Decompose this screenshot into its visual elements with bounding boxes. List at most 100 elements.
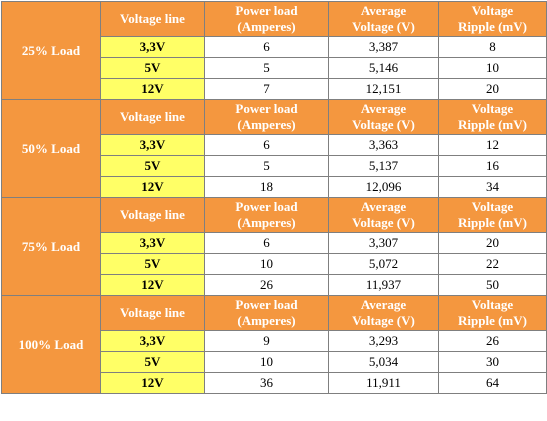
header-voltage-ripple: Voltage Ripple (mV) (438, 197, 547, 233)
voltage-line-cell: 12V (100, 176, 205, 198)
header-voltage-line: Voltage line (100, 295, 205, 331)
power-load-cell: 18 (204, 176, 329, 198)
voltage-ripple-cell: 20 (438, 232, 547, 254)
header-average-voltage-line2: Voltage (V) (352, 215, 415, 230)
table-row: 5V 10 5,072 22 (2, 253, 547, 275)
average-voltage-cell: 3,293 (328, 330, 439, 352)
voltage-line-cell: 5V (100, 57, 205, 79)
average-voltage-cell: 5,146 (328, 57, 439, 79)
voltage-line-cell: 5V (100, 155, 205, 177)
average-voltage-cell: 5,034 (328, 351, 439, 373)
power-load-cell: 6 (204, 134, 329, 156)
voltage-line-cell: 3,3V (100, 232, 205, 254)
header-voltage-ripple-line2: Ripple (mV) (458, 313, 527, 328)
header-power-load: Power load (Amperes) (204, 99, 329, 135)
average-voltage-cell: 11,937 (328, 274, 439, 296)
header-average-voltage: Average Voltage (V) (328, 1, 439, 37)
header-average-voltage-line2: Voltage (V) (352, 19, 415, 34)
table-row: 3,3V 6 3,307 20 (2, 232, 547, 254)
average-voltage-cell: 12,151 (328, 78, 439, 100)
group-header-row: 50% Load Voltage line Power load (Amperes) A… (1, 99, 547, 198)
header-power-load-line2: (Amperes) (237, 117, 296, 132)
table-row: 5V 5 5,146 10 (2, 57, 547, 79)
header-power-load-line2: (Amperes) (237, 215, 296, 230)
load-label: 25% Load (1, 1, 101, 100)
table-body: 25% Load Voltage line Power load (Amperes) A… (1, 1, 547, 394)
load-label: 50% Load (1, 99, 101, 198)
header-voltage-ripple-line1: Voltage (471, 3, 514, 18)
table-row: 5V 5 5,137 16 (2, 155, 547, 177)
average-voltage-cell: 5,072 (328, 253, 439, 275)
voltage-ripple-cell: 8 (438, 36, 547, 58)
power-load-cell: 36 (204, 372, 329, 394)
voltage-line-cell: 12V (100, 78, 205, 100)
header-power-load-line1: Power load (235, 3, 298, 18)
voltage-line-cell: 3,3V (100, 36, 205, 58)
header-power-load: Power load (Amperes) (204, 295, 329, 331)
load-label: 100% Load (1, 295, 101, 394)
average-voltage-cell: 5,137 (328, 155, 439, 177)
average-voltage-cell: 3,363 (328, 134, 439, 156)
header-average-voltage-line2: Voltage (V) (352, 117, 415, 132)
power-load-cell: 7 (204, 78, 329, 100)
header-voltage-line: Voltage line (100, 1, 205, 37)
voltage-ripple-cell: 26 (438, 330, 547, 352)
header-power-load-line2: (Amperes) (237, 19, 296, 34)
average-voltage-cell: 11,911 (328, 372, 439, 394)
average-voltage-cell: 12,096 (328, 176, 439, 198)
table-row: 12V 18 12,096 34 (2, 176, 547, 198)
header-average-voltage-line1: Average (360, 297, 407, 312)
voltage-ripple-cell: 64 (438, 372, 547, 394)
header-voltage-ripple: Voltage Ripple (mV) (438, 1, 547, 37)
header-average-voltage-line1: Average (360, 3, 407, 18)
voltage-ripple-cell: 30 (438, 351, 547, 373)
voltage-line-cell: 12V (100, 372, 205, 394)
voltage-ripple-cell: 10 (438, 57, 547, 79)
table-row: 5V 10 5,034 30 (2, 351, 547, 373)
header-voltage-ripple-line2: Ripple (mV) (458, 117, 527, 132)
group-header-row: 75% Load Voltage line Power load (Amperes) A… (1, 197, 547, 296)
header-power-load-line1: Power load (235, 199, 298, 214)
header-average-voltage-line1: Average (360, 101, 407, 116)
voltage-line-cell: 3,3V (100, 134, 205, 156)
average-voltage-cell: 3,307 (328, 232, 439, 254)
header-power-load-line1: Power load (235, 101, 298, 116)
header-voltage-ripple-line2: Ripple (mV) (458, 19, 527, 34)
power-load-cell: 6 (204, 36, 329, 58)
voltage-ripple-cell: 16 (438, 155, 547, 177)
voltage-ripple-cell: 20 (438, 78, 547, 100)
table-row: 12V 7 12,151 20 (2, 78, 547, 100)
header-voltage-line: Voltage line (100, 99, 205, 135)
header-power-load: Power load (Amperes) (204, 197, 329, 233)
header-average-voltage-line2: Voltage (V) (352, 313, 415, 328)
header-power-load-line2: (Amperes) (237, 313, 296, 328)
power-supply-load-table: 25% Load Voltage line Power load (Amperes) A… (1, 1, 547, 394)
header-power-load-line1: Power load (235, 297, 298, 312)
group-header-row: 100% Load Voltage line Power load (Amperes)… (1, 295, 547, 394)
power-load-cell: 10 (204, 351, 329, 373)
voltage-line-cell: 12V (100, 274, 205, 296)
header-average-voltage: Average Voltage (V) (328, 197, 439, 233)
power-load-cell: 26 (204, 274, 329, 296)
voltage-ripple-cell: 12 (438, 134, 547, 156)
header-voltage-line: Voltage line (100, 197, 205, 233)
power-load-cell: 5 (204, 57, 329, 79)
header-average-voltage: Average Voltage (V) (328, 295, 439, 331)
voltage-line-cell: 5V (100, 351, 205, 373)
header-voltage-ripple-line1: Voltage (471, 101, 514, 116)
header-voltage-ripple-line2: Ripple (mV) (458, 215, 527, 230)
header-voltage-ripple-line1: Voltage (471, 297, 514, 312)
average-voltage-cell: 3,387 (328, 36, 439, 58)
load-label: 75% Load (1, 197, 101, 296)
voltage-ripple-cell: 34 (438, 176, 547, 198)
table-row: 3,3V 6 3,363 12 (2, 134, 547, 156)
power-load-cell: 6 (204, 232, 329, 254)
table-row: 3,3V 9 3,293 26 (2, 330, 547, 352)
header-voltage-ripple-line1: Voltage (471, 199, 514, 214)
header-voltage-ripple: Voltage Ripple (mV) (438, 99, 547, 135)
header-voltage-ripple: Voltage Ripple (mV) (438, 295, 547, 331)
power-load-cell: 9 (204, 330, 329, 352)
header-power-load: Power load (Amperes) (204, 1, 329, 37)
power-load-cell: 5 (204, 155, 329, 177)
power-load-cell: 10 (204, 253, 329, 275)
